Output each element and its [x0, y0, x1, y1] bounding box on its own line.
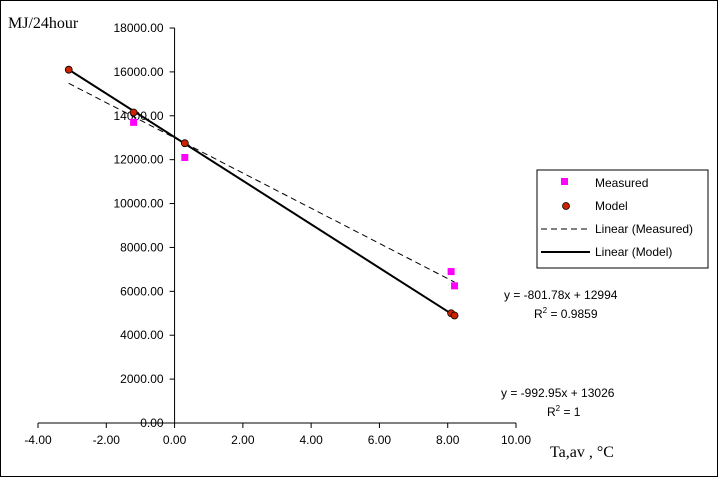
model-r2-prefix: R — [547, 405, 556, 419]
y-tick-label: 2000.00 — [120, 372, 164, 386]
legend: Measured Model Linear (Measured) Linear … — [536, 169, 709, 269]
x-tick-label: -4.00 — [24, 433, 52, 447]
series-layer — [64, 65, 459, 320]
measured-point — [130, 118, 138, 126]
x-tick-label: -2.00 — [93, 433, 121, 447]
y-tick-label: 12000.00 — [114, 153, 164, 167]
y-tick-label: 0.00 — [140, 416, 164, 430]
y-tick-label: 14000.00 — [114, 109, 164, 123]
linear-model-trendline — [68, 68, 456, 317]
y-tick-label: 6000.00 — [120, 284, 164, 298]
measured-r2-value: = 0.9859 — [547, 307, 598, 321]
legend-model-marker — [562, 202, 570, 210]
legend-model-label: Model — [595, 199, 628, 213]
y-tick-label: 4000.00 — [120, 328, 164, 342]
x-tick-label: 0.00 — [163, 433, 187, 447]
y-tick-label: 10000.00 — [114, 197, 164, 211]
y-axis-title: MJ/24hour — [8, 15, 79, 32]
legend-measured-label: Measured — [595, 176, 648, 190]
model-r2-value: = 1 — [560, 405, 581, 419]
model-equation: y = -992.95x + 13026 — [501, 386, 615, 400]
measured-point — [447, 268, 455, 276]
model-point — [129, 108, 138, 117]
y-tick-label: 18000.00 — [114, 21, 164, 35]
model-r2-sup: 2 — [556, 404, 561, 413]
legend-linear-measured-label: Linear (Measured) — [595, 222, 693, 236]
x-tick-label: 10.00 — [501, 433, 531, 447]
measured-r2-sup: 2 — [543, 306, 548, 315]
x-tick-label: 2.00 — [231, 433, 255, 447]
measured-r2-prefix: R — [534, 307, 543, 321]
measured-point — [181, 153, 189, 161]
x-tick-label: 4.00 — [299, 433, 323, 447]
legend-linear-model-label: Linear (Model) — [595, 245, 672, 259]
legend-measured-marker — [561, 178, 568, 185]
model-r2: R2 = 1 — [547, 404, 581, 419]
linear-measured-trendline — [68, 82, 455, 283]
model-point — [64, 65, 73, 74]
measured-r2: R2 = 0.9859 — [534, 306, 598, 321]
y-tick-label: 8000.00 — [120, 240, 164, 254]
x-tick-label: 8.00 — [436, 433, 460, 447]
x-axis-title: Ta,av , °C — [550, 444, 614, 461]
y-tick-label: 16000.00 — [114, 65, 164, 79]
measured-point — [451, 282, 459, 290]
model-point — [450, 311, 459, 320]
measured-equation: y = -801.78x + 12994 — [504, 288, 618, 302]
model-point — [180, 139, 189, 148]
axes: -4.00 -2.00 0.00 2.00 4.00 6.00 8.00 10.00 0.00 2… — [24, 21, 531, 447]
x-tick-label: 6.00 — [368, 433, 392, 447]
